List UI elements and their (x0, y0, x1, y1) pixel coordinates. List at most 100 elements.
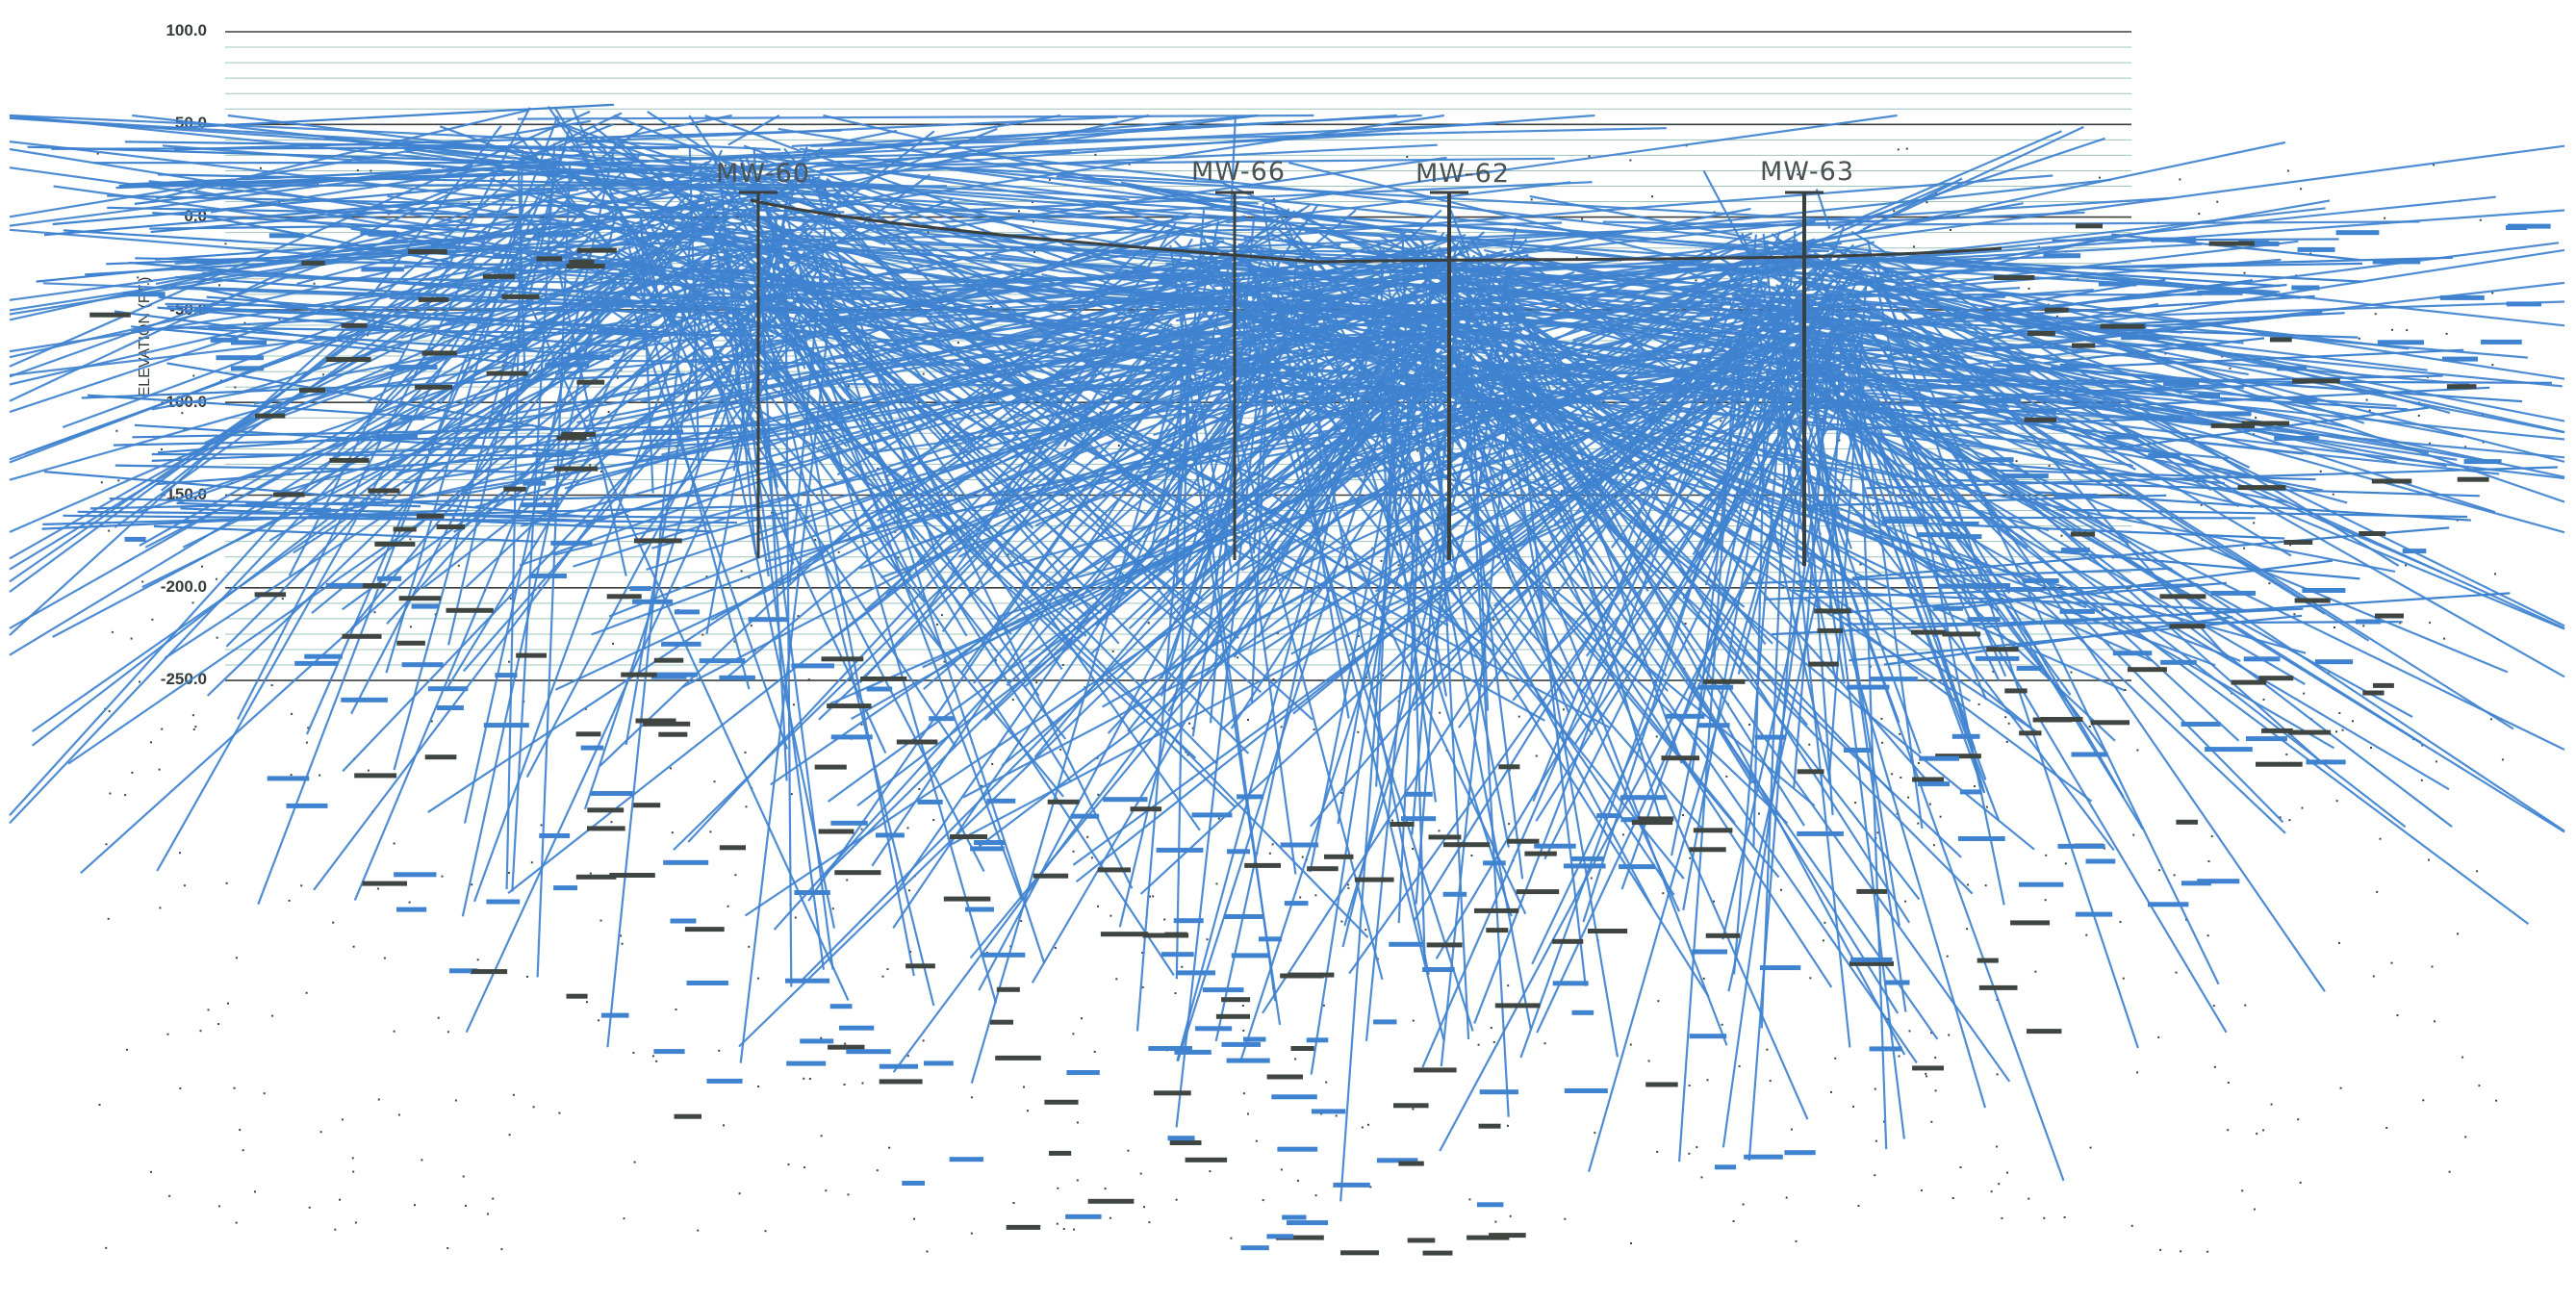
well-mw-60: MW-60 (716, 159, 809, 558)
survey-dot (1662, 892, 1665, 895)
survey-dot (530, 861, 533, 864)
boring-tag (2169, 624, 2206, 629)
trace-line (81, 372, 685, 399)
trace-line (1226, 181, 1571, 224)
boring-tag (2004, 688, 2028, 694)
survey-dot (271, 1014, 274, 1017)
well-label: MW-62 (1416, 159, 1510, 189)
boring-tag (2457, 476, 2489, 482)
boring-tag (2040, 717, 2083, 722)
trace-line (1355, 277, 1757, 467)
survey-dot (2376, 890, 2379, 893)
boring-tag (2269, 337, 2292, 343)
survey-dot (1647, 1060, 1650, 1062)
survey-dot (191, 601, 194, 604)
survey-dot (1926, 1075, 1928, 1078)
survey-dot (1621, 833, 1624, 836)
survey-dot (2045, 854, 2048, 856)
boring-tag (268, 233, 304, 239)
survey-dot (1876, 831, 1879, 834)
boring-tag (1856, 888, 1888, 894)
survey-dot (2001, 1216, 2003, 1219)
boring-tag (1571, 856, 1604, 861)
survey-dot (194, 726, 197, 728)
survey-dot (1294, 1058, 1297, 1060)
trace-line (639, 218, 887, 754)
boring-tag (2294, 598, 2331, 603)
survey-dot (1191, 727, 1194, 729)
trace-line (780, 216, 1060, 243)
survey-dot (1227, 405, 1230, 407)
boring-tag (498, 343, 527, 348)
trace-line (161, 183, 855, 187)
boring-tag (2060, 548, 2090, 553)
boring-tag (2446, 384, 2477, 390)
survey-dot (727, 905, 729, 907)
survey-dot (1035, 681, 1038, 684)
survey-dot (308, 1206, 311, 1209)
survey-dot (926, 1250, 929, 1253)
survey-dot (1930, 1032, 1933, 1035)
survey-dot (1509, 1214, 1512, 1217)
trace-line (1875, 277, 2220, 985)
boring-tag (325, 582, 363, 588)
survey-dot (1470, 855, 1473, 856)
trace-line (997, 367, 1752, 619)
well-mw-62: MW-62 (1416, 159, 1510, 560)
survey-dot (888, 1146, 891, 1149)
trace-line (9, 166, 595, 378)
survey-dot (1011, 699, 1014, 702)
trace-line (1827, 209, 2565, 265)
boring-tag (1951, 733, 1980, 739)
boring-tag (653, 657, 684, 663)
trace-line (973, 152, 1872, 255)
survey-dot (532, 1106, 535, 1109)
boring-tag (2160, 659, 2197, 665)
boring-tag (1620, 795, 1668, 801)
trace-line (173, 129, 842, 151)
boring-tag (2059, 363, 2097, 369)
boring-tag (501, 294, 540, 299)
survey-dot (1438, 830, 1441, 832)
trace-line (1747, 378, 2553, 384)
survey-dot (909, 951, 912, 953)
survey-dot (669, 767, 672, 770)
boring-tag (1103, 797, 1148, 803)
survey-dot (2338, 712, 2341, 714)
trace-line (2059, 508, 2468, 519)
survey-dot (526, 975, 528, 978)
boring-tag (2205, 747, 2253, 753)
boring-tag (254, 413, 286, 419)
survey-dot (803, 1077, 805, 1080)
survey-dot (1217, 817, 1220, 820)
trace-line (978, 282, 1725, 848)
trace-line (1230, 336, 1803, 599)
boring-tag (2237, 485, 2286, 491)
boring-tag (1195, 1026, 1233, 1032)
boring-tag (2302, 588, 2346, 593)
boring-tag (1989, 368, 2031, 373)
trace-line (43, 471, 587, 519)
boring-tag (1479, 1089, 1518, 1095)
survey-dot (234, 386, 237, 389)
survey-dot (1790, 1128, 1793, 1131)
boring-tag (587, 807, 625, 813)
trace-line (1620, 303, 1831, 890)
survey-dot (1908, 1030, 1911, 1033)
trace-line (9, 114, 781, 151)
survey-dot (1996, 1073, 1999, 1076)
trace-line (1445, 232, 1753, 362)
survey-dot (2352, 720, 2354, 723)
survey-dot (1115, 978, 1118, 981)
trace-line (556, 121, 789, 234)
boring-tag (663, 859, 709, 865)
trace-line (1746, 567, 2173, 585)
survey-dot (158, 768, 161, 771)
survey-dot (235, 957, 238, 959)
survey-dot (1883, 1120, 1885, 1123)
survey-dot (1180, 444, 1183, 447)
boring-tag (1174, 1049, 1211, 1055)
survey-dot (1020, 920, 1023, 923)
boring-tag (632, 599, 674, 604)
survey-dot (278, 318, 281, 320)
